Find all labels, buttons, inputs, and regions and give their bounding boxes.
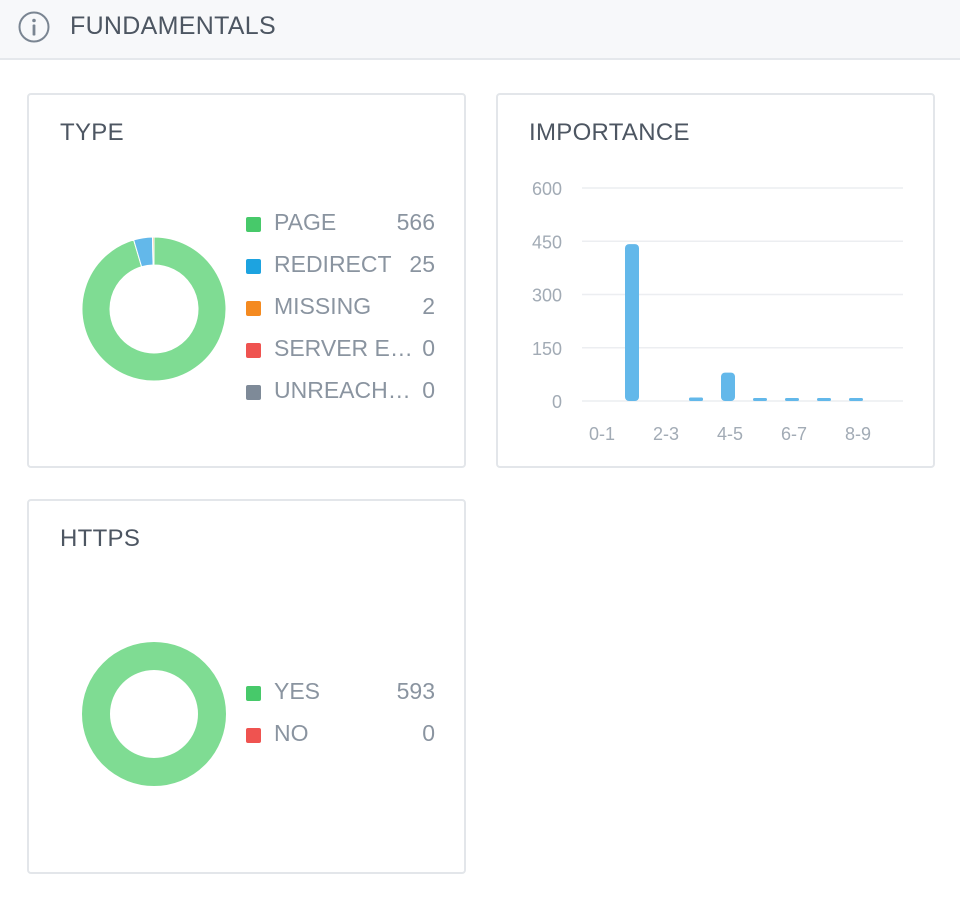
legend-swatch bbox=[246, 686, 261, 701]
https-card: HTTPS YES 593 NO 0 bbox=[27, 499, 466, 874]
legend-swatch bbox=[246, 217, 261, 232]
bar-6-7[interactable] bbox=[817, 398, 831, 401]
importance-card: IMPORTANCE 0 150 300 450 600 0-1 2-3 4-5 6-7 8-9 bbox=[496, 93, 935, 468]
legend-label: UNREACH… bbox=[274, 377, 411, 403]
legend-value: 25 bbox=[409, 251, 435, 277]
legend-label: MISSING bbox=[274, 293, 372, 319]
type-legend-item[interactable]: SERVER E… 0 bbox=[246, 333, 435, 365]
bar-4-5[interactable] bbox=[753, 398, 767, 401]
legend-swatch bbox=[246, 385, 261, 400]
y-tick-label: 0 bbox=[552, 392, 562, 412]
importance-bar-chart: 0 150 300 450 600 0-1 2-3 4-5 6-7 8-9 bbox=[532, 179, 903, 444]
section-title: FUNDAMENTALS bbox=[70, 12, 276, 40]
type-donut-chart[interactable] bbox=[81, 236, 227, 382]
https-legend-item[interactable]: NO 0 bbox=[246, 718, 435, 750]
y-tick-label: 450 bbox=[532, 232, 562, 252]
type-card: TYPE PAGE 566 REDIRECT 25 MISSING 2 SERVER E… 0… bbox=[27, 93, 466, 468]
legend-label: YES bbox=[274, 678, 321, 704]
type-legend-item[interactable]: UNREACH… 0 bbox=[246, 375, 435, 407]
legend-swatch bbox=[246, 301, 261, 316]
bar-0-1[interactable] bbox=[625, 244, 639, 401]
x-tick-label: 6-7 bbox=[781, 424, 807, 444]
x-tick-label: 4-5 bbox=[717, 424, 743, 444]
section-header: FUNDAMENTALS bbox=[0, 0, 960, 60]
legend-value: 0 bbox=[422, 335, 435, 361]
legend-swatch bbox=[246, 728, 261, 743]
type-legend-item[interactable]: MISSING 2 bbox=[246, 291, 435, 323]
legend-value: 566 bbox=[396, 209, 435, 235]
y-tick-label: 150 bbox=[532, 339, 562, 359]
type-legend-item[interactable]: PAGE 566 bbox=[246, 207, 435, 239]
bar-5-6[interactable] bbox=[785, 398, 799, 401]
bar-2-3[interactable] bbox=[689, 397, 703, 401]
https-donut-chart[interactable] bbox=[81, 641, 227, 787]
legend-value: 593 bbox=[396, 678, 435, 704]
type-card-title: TYPE bbox=[60, 119, 124, 146]
x-tick-label: 0-1 bbox=[589, 424, 615, 444]
https-legend-item[interactable]: YES 593 bbox=[246, 676, 435, 708]
y-tick-label: 600 bbox=[532, 179, 562, 199]
https-card-title: HTTPS bbox=[60, 525, 141, 552]
bar-3-4[interactable] bbox=[721, 372, 735, 401]
type-slice-0[interactable] bbox=[81, 236, 227, 382]
x-tick-label: 8-9 bbox=[845, 424, 871, 444]
legend-swatch bbox=[246, 343, 261, 358]
legend-value: 0 bbox=[422, 720, 435, 746]
y-tick-label: 300 bbox=[532, 286, 562, 306]
bar-7-8[interactable] bbox=[849, 398, 863, 401]
legend-label: SERVER E… bbox=[274, 335, 413, 361]
importance-card-title: IMPORTANCE bbox=[529, 119, 690, 146]
legend-swatch bbox=[246, 259, 261, 274]
type-legend-item[interactable]: REDIRECT 25 bbox=[246, 249, 435, 281]
type-slice-2[interactable] bbox=[151, 236, 155, 266]
legend-value: 2 bbox=[422, 293, 435, 319]
legend-label: REDIRECT bbox=[274, 251, 392, 277]
legend-label: PAGE bbox=[274, 209, 337, 235]
https-slice-0[interactable] bbox=[82, 642, 226, 786]
legend-value: 0 bbox=[422, 377, 435, 403]
info-icon[interactable] bbox=[17, 10, 51, 44]
legend-label: NO bbox=[274, 720, 309, 746]
x-tick-label: 2-3 bbox=[653, 424, 679, 444]
